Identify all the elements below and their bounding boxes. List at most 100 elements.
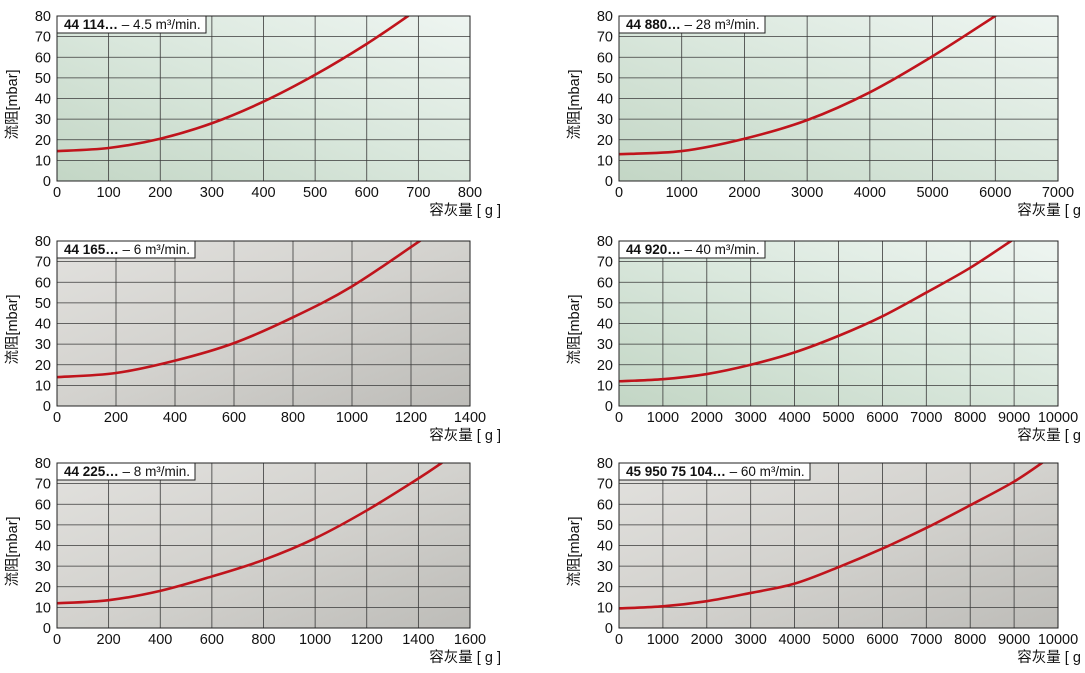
y-tick-label: 80 — [35, 9, 51, 25]
y-tick-label: 50 — [597, 71, 613, 87]
x-tick-label: 0 — [615, 185, 623, 201]
series-curve — [619, 241, 1014, 383]
x-tick-label: 4000 — [778, 632, 810, 648]
x-axis-label: 容灰量 [ g ] — [429, 202, 501, 219]
y-tick-label: 60 — [597, 50, 613, 66]
chart-title-rest: – 4.5 m³/min. — [118, 17, 201, 32]
x-tick-label: 3000 — [791, 185, 823, 201]
series-curve — [619, 463, 1045, 610]
chart-title-bold: 44 114… — [64, 17, 118, 32]
x-tick-label: 4000 — [854, 185, 886, 201]
plot-frame — [56, 240, 471, 407]
title-box — [618, 462, 811, 481]
y-tick-label: 10 — [597, 153, 613, 169]
x-tick-label: 0 — [53, 632, 61, 648]
chart-title-rest: – 40 m³/min. — [681, 242, 760, 257]
y-tick-label: 70 — [597, 30, 613, 46]
x-tick-label: 200 — [97, 632, 121, 648]
y-tick-label: 20 — [597, 580, 613, 596]
chart-title-rest: – 28 m³/min. — [681, 17, 760, 32]
x-tick-label: 700 — [406, 185, 430, 201]
y-tick-label: 50 — [35, 71, 51, 87]
x-tick-label: 2000 — [728, 185, 760, 201]
x-tick-label: 1200 — [351, 632, 383, 648]
x-tick-label: 7000 — [1042, 185, 1074, 201]
x-tick-label: 8000 — [954, 410, 986, 426]
y-tick-label: 0 — [605, 174, 613, 190]
x-tick-label: 9000 — [998, 632, 1030, 648]
series-curve — [57, 16, 410, 153]
chart-title-bold: 44 225… — [64, 464, 119, 479]
chart-title-bold: 45 950 75 104… — [626, 464, 726, 479]
y-tick-label: 0 — [43, 174, 51, 190]
y-tick-label: 70 — [35, 30, 51, 46]
y-tick-label: 40 — [597, 539, 613, 555]
plot-frame — [56, 462, 471, 629]
chart-title-rest: – 60 m³/min. — [726, 464, 805, 479]
y-tick-label: 30 — [597, 112, 613, 128]
y-tick-label: 70 — [35, 477, 51, 493]
x-tick-label: 2000 — [691, 632, 723, 648]
x-tick-label: 4000 — [778, 410, 810, 426]
y-tick-label: 50 — [597, 296, 613, 312]
chart-title-bold: 44 165… — [64, 242, 119, 257]
x-tick-label: 7000 — [910, 410, 942, 426]
y-tick-label: 40 — [35, 317, 51, 333]
x-axis-label: 容灰量 [ g ] — [429, 649, 501, 666]
y-tick-label: 60 — [35, 497, 51, 513]
x-tick-label: 300 — [200, 185, 224, 201]
x-tick-label: 5000 — [822, 410, 854, 426]
y-axis-label: 流阻[mbar] — [566, 69, 583, 139]
x-tick-label: 400 — [251, 185, 275, 201]
title-box — [56, 15, 207, 34]
x-tick-label: 10000 — [1038, 632, 1078, 648]
x-tick-label: 800 — [458, 185, 482, 201]
x-tick-label: 200 — [104, 410, 128, 426]
chart-title-bold: 44 920… — [626, 242, 681, 257]
y-tick-label: 10 — [597, 600, 613, 616]
chart-title-rest: – 8 m³/min. — [119, 464, 190, 479]
x-tick-label: 1000 — [299, 632, 331, 648]
y-tick-label: 20 — [597, 358, 613, 374]
y-tick-label: 0 — [43, 399, 51, 415]
title-box — [618, 240, 766, 259]
x-axis-label: 容灰量 [ g ] — [1017, 649, 1085, 666]
x-tick-label: 6000 — [866, 632, 898, 648]
y-tick-label: 30 — [35, 559, 51, 575]
y-tick-label: 0 — [43, 621, 51, 637]
y-tick-label: 80 — [597, 234, 613, 250]
chart-title: 45 950 75 104… – 60 m³/min. — [626, 464, 805, 479]
x-tick-label: 9000 — [998, 410, 1030, 426]
x-tick-label: 3000 — [735, 632, 767, 648]
series-curve — [57, 241, 423, 379]
series-curve — [57, 463, 443, 605]
y-tick-label: 10 — [35, 378, 51, 394]
x-tick-label: 800 — [281, 410, 305, 426]
x-tick-label: 600 — [355, 185, 379, 201]
x-tick-label: 600 — [222, 410, 246, 426]
title-box — [56, 240, 196, 259]
x-tick-label: 8000 — [954, 632, 986, 648]
x-tick-label: 0 — [53, 185, 61, 201]
y-tick-label: 50 — [35, 296, 51, 312]
x-tick-label: 5000 — [916, 185, 948, 201]
x-tick-label: 400 — [148, 632, 172, 648]
y-tick-label: 50 — [597, 518, 613, 534]
y-tick-label: 60 — [597, 497, 613, 513]
y-tick-label: 20 — [35, 133, 51, 149]
x-tick-label: 2000 — [691, 410, 723, 426]
x-axis-label: 容灰量 [ g ] — [1017, 427, 1085, 444]
x-tick-label: 6000 — [979, 185, 1011, 201]
chart-title: 44 225… – 8 m³/min. — [64, 464, 190, 479]
x-tick-label: 6000 — [866, 410, 898, 426]
y-tick-label: 80 — [35, 456, 51, 472]
y-tick-label: 80 — [597, 456, 613, 472]
x-tick-label: 1000 — [666, 185, 698, 201]
chart-title: 44 114… – 4.5 m³/min. — [64, 17, 201, 32]
y-tick-label: 20 — [35, 358, 51, 374]
y-tick-label: 60 — [35, 50, 51, 66]
chart-title: 44 165… – 6 m³/min. — [64, 242, 190, 257]
x-tick-label: 10000 — [1038, 410, 1078, 426]
